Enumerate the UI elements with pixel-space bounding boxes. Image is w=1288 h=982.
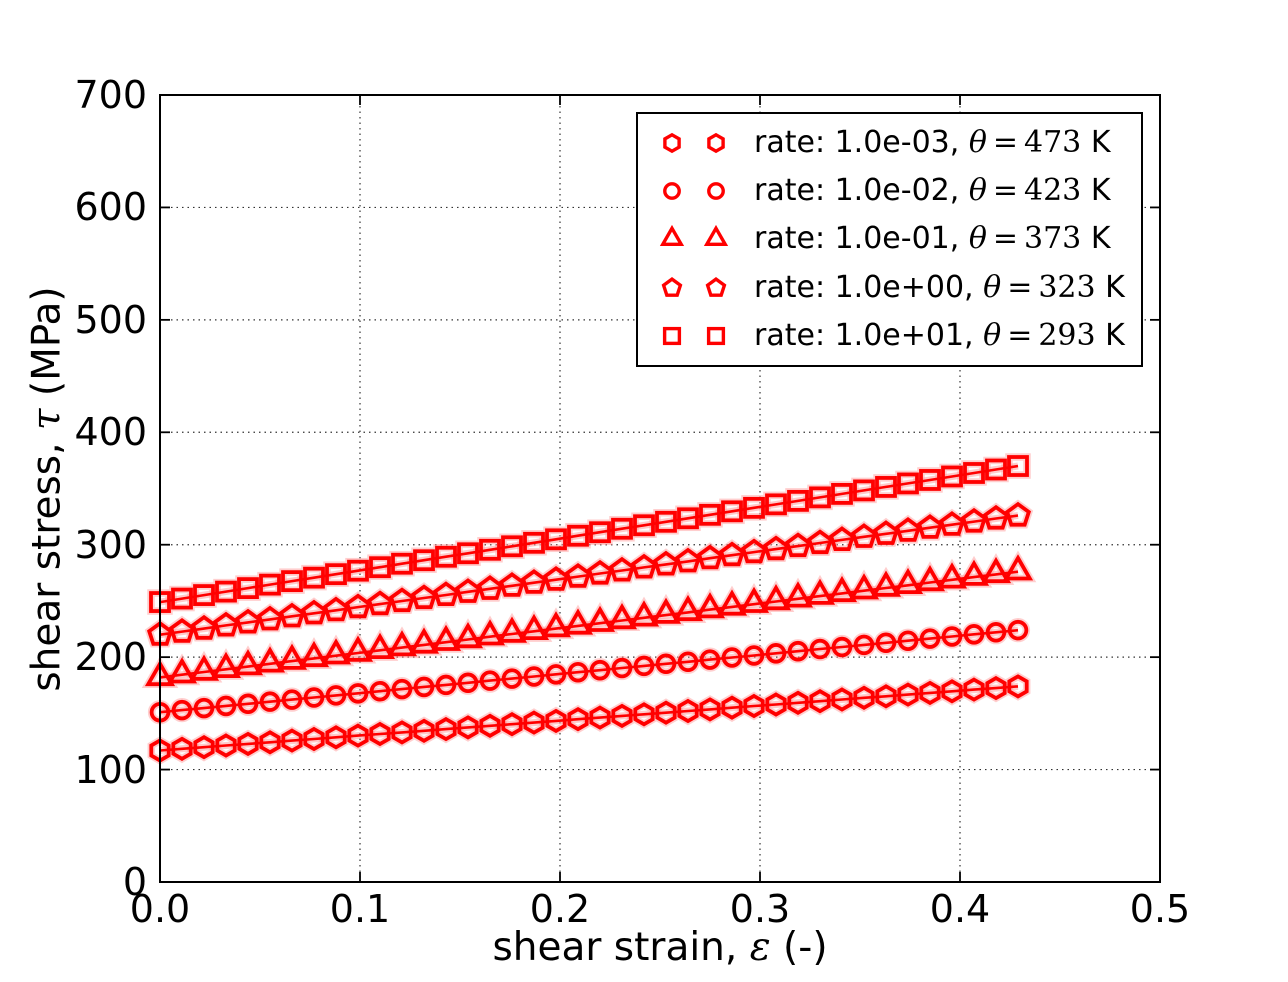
square-marker-icon: [662, 326, 682, 345]
epsilon-symbol: ε: [749, 925, 771, 970]
legend-rate-text: rate: 1.0e-01,: [754, 221, 969, 257]
plot-frame: [159, 94, 1161, 883]
square-marker-icon: [706, 326, 726, 345]
series-line: [159, 685, 1019, 752]
legend-rate-text: rate: 1.0e+01,: [754, 317, 984, 353]
x-axis-label-prefix: shear strain,: [492, 925, 750, 970]
triangle-marker-icon: [703, 225, 729, 247]
circle-marker-icon: [663, 182, 681, 201]
legend-label: rate: 1.0e+00, θ = 323 K: [754, 269, 1125, 305]
legend-row: rate: 1.0e-01, θ = 373 K: [638, 216, 1141, 262]
hexagon-marker-icon: [663, 132, 681, 154]
theta-symbol: θ: [968, 221, 987, 257]
square-marker-icon: [662, 326, 726, 345]
y-axis-label: shear stress, τ (MPa): [24, 286, 70, 692]
hexagon-marker-icon: [663, 132, 725, 154]
y-tick-label: 700: [74, 73, 147, 117]
y-axis-label-suffix: (MPa): [24, 286, 70, 409]
legend-rate-text: rate: 1.0e-03,: [754, 125, 969, 161]
series-triangle: [141, 550, 1037, 688]
theta-symbol: θ: [983, 269, 1002, 305]
x-tick-label: 0.1: [329, 887, 391, 931]
x-tick-label: 0.3: [729, 887, 791, 931]
series-markers: [144, 554, 1034, 687]
x-axis-label: shear strain, ε (-): [492, 928, 827, 967]
triangle-marker-icon: [659, 225, 729, 247]
y-tick-label: 600: [74, 185, 147, 230]
axis-ticks: [159, 94, 1161, 883]
y-tick-label: 200: [74, 635, 147, 680]
legend-theta-text: θ = 423: [968, 173, 1082, 209]
legend-unit-text: K: [1081, 221, 1111, 257]
hexagon-marker-icon: [707, 132, 725, 154]
legend-row: rate: 1.0e+00, θ = 323 K: [638, 265, 1141, 311]
x-tick-label: 0.0: [129, 887, 191, 931]
x-tick-label: 0.5: [1129, 887, 1191, 931]
tau-symbol: τ: [24, 408, 70, 431]
pentagon-marker-icon: [705, 276, 727, 297]
circle-marker-icon: [707, 182, 725, 201]
triangle-marker-icon: [659, 225, 685, 247]
theta-symbol: θ: [968, 173, 987, 209]
legend-unit-text: K: [1095, 317, 1125, 353]
legend-label: rate: 1.0e-02, θ = 423 K: [754, 176, 1111, 206]
series-markers: [149, 619, 1029, 723]
series-line: [159, 464, 1019, 604]
y-axis-label-prefix: shear stress,: [24, 430, 70, 692]
series-markers: [149, 674, 1029, 763]
legend-theta-text: θ = 473: [968, 125, 1082, 161]
x-tick-label: 0.2: [529, 887, 591, 931]
y-tick-label: 100: [74, 747, 147, 792]
theta-symbol: θ: [968, 125, 987, 161]
pentagon-marker-icon: [661, 276, 683, 297]
legend-rate-text: rate: 1.0e+00,: [754, 269, 984, 305]
series-circle: [147, 618, 1031, 725]
y-tick-label: 0: [122, 860, 147, 904]
legend-row: rate: 1.0e-03, θ = 473 K: [638, 120, 1141, 166]
series-line: [159, 628, 1019, 714]
theta-symbol: θ: [983, 317, 1002, 353]
series-square: [147, 453, 1031, 615]
legend-theta-text: θ = 373: [968, 221, 1082, 257]
y-tick-label: 300: [74, 522, 147, 567]
legend-label: rate: 1.0e-03, θ = 473 K: [754, 128, 1111, 158]
legend-theta-text: θ = 293: [983, 317, 1096, 353]
legend-row: rate: 1.0e+01, θ = 293 K: [638, 313, 1141, 359]
series-hexagon: [147, 672, 1031, 765]
legend-label: rate: 1.0e+01, θ = 293 K: [754, 317, 1125, 353]
legend-unit-text: K: [1081, 125, 1111, 161]
legend-unit-text: K: [1095, 269, 1125, 305]
x-tick-label: 0.4: [929, 887, 991, 931]
x-axis-label-suffix: (-): [770, 925, 828, 970]
legend-row: rate: 1.0e-02, θ = 423 K: [638, 168, 1141, 214]
y-tick-label: 500: [74, 297, 147, 342]
gridlines: [160, 95, 1160, 882]
series-markers: [146, 501, 1032, 646]
circle-marker-icon: [663, 182, 725, 201]
y-tick-label: 400: [74, 410, 147, 455]
series-pentagon: [144, 499, 1034, 648]
series-markers: [149, 455, 1029, 613]
legend-label: rate: 1.0e-01, θ = 373 K: [754, 224, 1111, 254]
pentagon-marker-icon: [661, 276, 727, 297]
legend-unit-text: K: [1081, 173, 1111, 209]
legend-theta-text: θ = 323: [983, 269, 1096, 305]
legend-rate-text: rate: 1.0e-02,: [754, 173, 969, 209]
series-line: [159, 570, 1019, 679]
